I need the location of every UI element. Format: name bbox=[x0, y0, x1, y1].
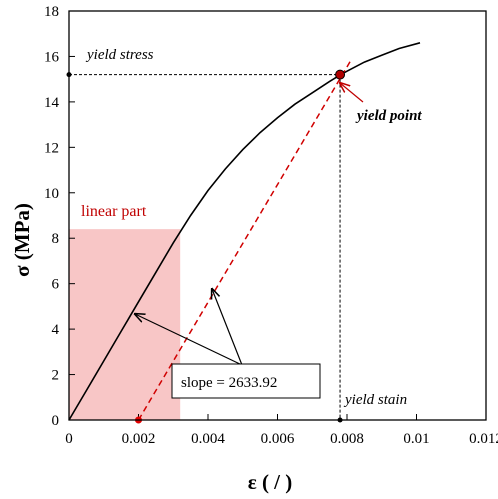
y-tick-label: 0 bbox=[52, 413, 60, 429]
tick-labels: 0 0.002 0.004 0.006 0.008 0.01 0.012 0 2 4 6 8 10 12 1… bbox=[44, 4, 498, 447]
x-axis-title: ε ( / ) bbox=[248, 470, 293, 494]
slope-label: slope = 2633.92 bbox=[181, 375, 277, 391]
slope-label-box bbox=[171, 363, 321, 399]
plot-frame bbox=[68, 10, 487, 421]
yield-strain-label: yield stain bbox=[343, 392, 407, 408]
y-tick-label: 16 bbox=[44, 49, 60, 65]
x-tick-label: 0.004 bbox=[191, 431, 225, 447]
yield-stress-label: yield stress bbox=[85, 47, 154, 63]
y-tick-label: 4 bbox=[52, 322, 60, 338]
y-tick-label: 14 bbox=[44, 95, 60, 111]
y-tick-label: 8 bbox=[52, 231, 60, 247]
stress-strain-curve bbox=[68, 42, 421, 421]
y-tick-label: 6 bbox=[52, 277, 60, 293]
y-tick-label: 2 bbox=[52, 368, 60, 384]
y-tick-label: 18 bbox=[44, 4, 59, 20]
x-tick-label: 0.006 bbox=[261, 431, 295, 447]
yield-point-label: yield point bbox=[355, 108, 422, 124]
y-tick-label: 10 bbox=[44, 186, 59, 202]
slope-arrow-offset bbox=[212, 289, 243, 366]
slope-arrow-curve bbox=[135, 314, 243, 366]
x-tick-label: 0.01 bbox=[403, 431, 429, 447]
y-axis-title: σ (MPa) bbox=[10, 203, 34, 277]
x-tick-label: 0 bbox=[65, 431, 73, 447]
yield-point-marker bbox=[335, 69, 346, 80]
y-tick-label: 12 bbox=[44, 140, 59, 156]
x-tick-label: 0.012 bbox=[469, 431, 498, 447]
yield-point-arrow bbox=[340, 83, 364, 103]
x-tick-label: 0.008 bbox=[330, 431, 364, 447]
x-tick-label: 0.002 bbox=[122, 431, 156, 447]
linear-part-label: linear part bbox=[81, 203, 147, 220]
